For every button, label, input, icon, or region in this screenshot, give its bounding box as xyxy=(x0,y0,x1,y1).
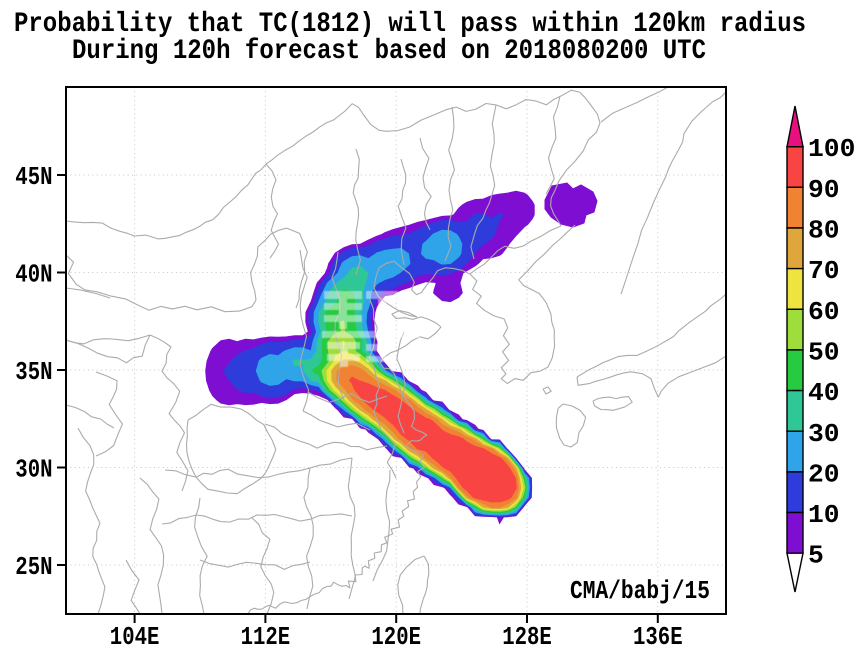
svg-text:5: 5 xyxy=(808,541,824,571)
svg-text:During 120h forecast based on: During 120h forecast based on 2018080200… xyxy=(72,36,706,67)
svg-text:128E: 128E xyxy=(502,622,552,652)
svg-text:25N: 25N xyxy=(15,552,52,582)
svg-text:60: 60 xyxy=(808,297,840,327)
svg-text:90: 90 xyxy=(808,175,840,205)
svg-text:104E: 104E xyxy=(110,622,160,652)
svg-text:100: 100 xyxy=(808,134,855,164)
svg-text:35N: 35N xyxy=(15,357,52,387)
svg-text:136E: 136E xyxy=(633,622,683,652)
svg-text:30N: 30N xyxy=(15,455,52,485)
svg-text:CMA/babj/15: CMA/babj/15 xyxy=(570,576,710,606)
svg-text:10: 10 xyxy=(808,500,840,530)
svg-text:40N: 40N xyxy=(15,260,52,290)
svg-text:112E: 112E xyxy=(241,622,291,652)
svg-text:Probability that TC(1812) will: Probability that TC(1812) will pass with… xyxy=(14,9,806,40)
svg-text:45N: 45N xyxy=(15,162,52,192)
svg-text:40: 40 xyxy=(808,378,840,408)
svg-text:20: 20 xyxy=(808,459,840,489)
svg-text:80: 80 xyxy=(808,216,840,246)
svg-text:50: 50 xyxy=(808,337,840,367)
svg-text:120E: 120E xyxy=(371,622,421,652)
svg-text:70: 70 xyxy=(808,256,840,286)
svg-text:30: 30 xyxy=(808,419,840,449)
